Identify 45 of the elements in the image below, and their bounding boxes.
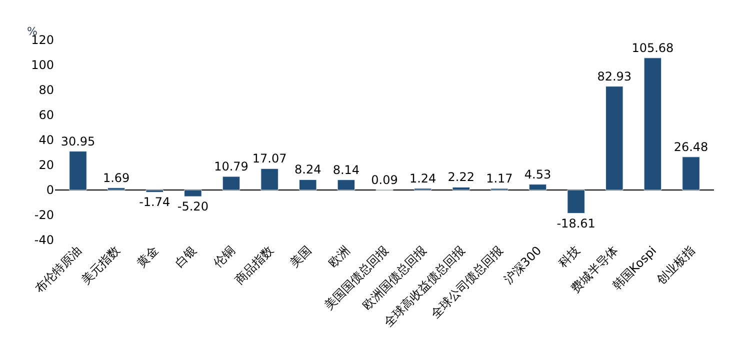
data-label: 1.24 [409,171,436,186]
y-tick-label: 60 [38,108,54,122]
x-tick-label: 科技 [556,243,582,270]
y-tick-label: -20 [34,208,54,222]
data-label: 4.53 [524,167,552,182]
bar [69,151,87,190]
bar [682,156,700,190]
data-label: 17.07 [252,152,287,166]
bar [222,176,240,190]
data-label: 8.14 [332,162,360,177]
data-label: 105.68 [632,40,674,55]
bar [146,190,164,192]
bar [299,179,317,190]
data-label: 82.93 [597,69,632,84]
x-tick-label: 伦铜 [210,243,238,270]
data-label: 10.79 [214,160,248,174]
y-tick-label: 20 [38,158,54,172]
data-label: 0.09 [371,172,398,187]
data-label: 8.24 [294,162,322,177]
bar [260,168,278,190]
bar [606,86,624,190]
y-tick-label: 40 [38,133,54,148]
data-label: 30.95 [60,134,96,148]
data-label: -1.74 [139,195,170,210]
data-label: 26.48 [674,140,708,154]
data-label: -18.61 [556,216,596,230]
bar [528,184,547,190]
bar [107,188,126,190]
data-label: 1.17 [486,172,513,186]
data-label: 1.69 [102,170,130,185]
data-label: 2.22 [448,170,474,184]
x-tick-label: 黄金 [134,243,161,270]
bar [452,186,470,190]
bar [644,58,662,190]
x-tick-label: 白银 [172,243,200,270]
y-tick-label: 0 [46,183,54,198]
y-tick-label: -40 [34,233,54,248]
y-tick-label: 80 [38,83,54,98]
data-label: -5.20 [177,200,208,214]
bar [337,180,356,190]
bar [567,190,585,214]
bar [184,190,202,197]
x-tick-label: 欧洲 [326,243,353,270]
y-tick-label: 100 [31,58,54,72]
x-tick-label: 美国 [287,243,314,270]
